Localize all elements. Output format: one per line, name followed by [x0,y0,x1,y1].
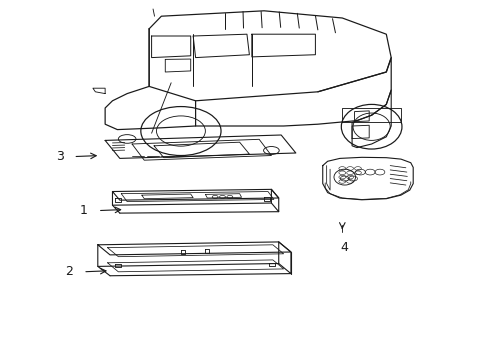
Text: 2: 2 [65,265,73,278]
Text: 1: 1 [80,204,88,217]
Text: 3: 3 [56,150,63,163]
Text: 4: 4 [340,241,348,254]
